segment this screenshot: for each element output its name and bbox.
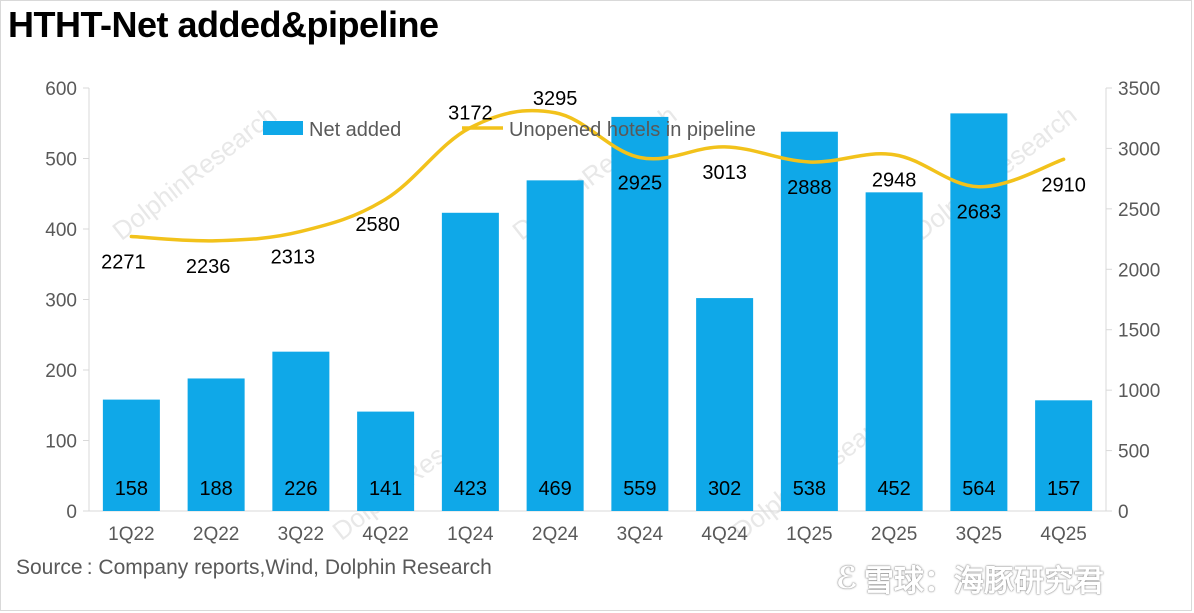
legend-label-pipeline: Unopened hotels in pipeline	[509, 119, 756, 141]
y-left-tick-label: 500	[45, 150, 77, 171]
diagonal-watermarks: DolphinResearch DolphinResearchDolphinRes…	[107, 100, 1083, 546]
y-right-tick-label: 2500	[1118, 200, 1160, 221]
legend-swatch-bar	[263, 121, 303, 135]
line-series-pipeline	[129, 108, 1066, 243]
y-left-tick-label: 100	[45, 432, 77, 453]
bar	[102, 399, 160, 511]
bar-value-label: 188	[199, 478, 232, 500]
y-right-tick-label: 3500	[1118, 79, 1160, 100]
x-tick-label: 4Q22	[362, 524, 408, 545]
x-tick-label: 1Q25	[786, 524, 832, 545]
x-tick-label: 2Q24	[532, 524, 579, 545]
y-right-tick-label: 1500	[1118, 321, 1160, 342]
bar	[780, 131, 838, 511]
source-note: Source : Company reports,Wind, Dolphin R…	[16, 556, 492, 579]
x-tick-label: 2Q22	[193, 524, 239, 545]
bar-value-label: 302	[708, 478, 741, 500]
data-labels: 158 188 226 141 423 469 559 302 538 452 564 157 2271…	[101, 88, 1086, 500]
site-watermark: ℰ 雪球：海豚研究君	[836, 556, 1104, 600]
y-left-tick-label: 300	[45, 291, 77, 312]
bar	[950, 113, 1008, 511]
bar-value-label: 423	[454, 478, 487, 500]
line-value-label: 2271	[101, 252, 146, 274]
line-value-label: 2683	[957, 202, 1002, 224]
line-value-label: 2313	[271, 246, 316, 268]
pipeline-line	[129, 108, 1066, 243]
bar	[272, 351, 330, 511]
bar	[357, 411, 415, 511]
line-value-label: 2948	[872, 170, 917, 192]
y-right-tick-label: 1000	[1118, 381, 1160, 402]
bar	[696, 298, 754, 511]
bar-value-label: 452	[877, 478, 910, 500]
bar-value-label: 158	[115, 478, 148, 500]
x-tick-label: 4Q25	[1040, 524, 1086, 545]
bar	[1035, 400, 1093, 511]
diagonal-watermark-text: DolphinResearch	[107, 100, 283, 246]
x-tick-label: 1Q22	[108, 524, 154, 545]
bar	[441, 212, 499, 511]
bar	[865, 192, 923, 511]
bar-value-label: 538	[793, 478, 826, 500]
bar-value-label: 157	[1047, 478, 1080, 500]
legend: Net added Unopened hotels in pipeline	[263, 119, 756, 141]
line-value-label: 3295	[533, 88, 578, 110]
y-right-tick-label: 500	[1118, 442, 1150, 463]
x-tick-label: 3Q24	[617, 524, 664, 545]
line-value-label: 3013	[702, 162, 747, 184]
line-value-label: 2236	[186, 256, 231, 278]
chart-title: HTHT-Net added&pipeline	[8, 4, 439, 45]
y-left-tick-label: 0	[66, 502, 77, 523]
y-right-tick-label: 3000	[1118, 139, 1160, 160]
y-left-tick-label: 400	[45, 220, 77, 241]
line-value-label: 2580	[355, 214, 400, 236]
x-tick-label: 4Q24	[701, 524, 748, 545]
y-right-tick-label: 2000	[1118, 260, 1160, 281]
axes: 0 100 200 300 400 500 600 0 500 1000 1500 2000 2500 3…	[45, 79, 1160, 545]
y-left-tick-label: 600	[45, 79, 77, 100]
line-value-label: 2910	[1041, 174, 1086, 196]
y-right-tick-label: 0	[1118, 502, 1129, 523]
snowball-logo-icon: ℰ	[836, 561, 858, 595]
bar	[611, 116, 669, 511]
legend-label-net-added: Net added	[309, 119, 401, 141]
line-value-label: 2888	[787, 177, 832, 199]
bar	[187, 378, 245, 511]
bar-series-net-added	[102, 113, 1093, 512]
x-tick-label: 1Q24	[447, 524, 494, 545]
y-left-tick-label: 200	[45, 361, 77, 382]
bar-value-label: 564	[962, 478, 995, 500]
x-tick-label: 3Q25	[956, 524, 1002, 545]
bar-value-label: 469	[538, 478, 571, 500]
x-tick-label: 2Q25	[871, 524, 917, 545]
bar-value-label: 141	[369, 478, 402, 500]
site-watermark-text: 雪球：海豚研究君	[863, 565, 1104, 598]
bar	[526, 180, 584, 512]
x-tick-label: 3Q22	[278, 524, 324, 545]
line-value-label: 2925	[618, 172, 663, 194]
bar-value-label: 226	[284, 478, 317, 500]
bar-value-label: 559	[623, 478, 656, 500]
line-value-label: 3172	[448, 103, 493, 125]
